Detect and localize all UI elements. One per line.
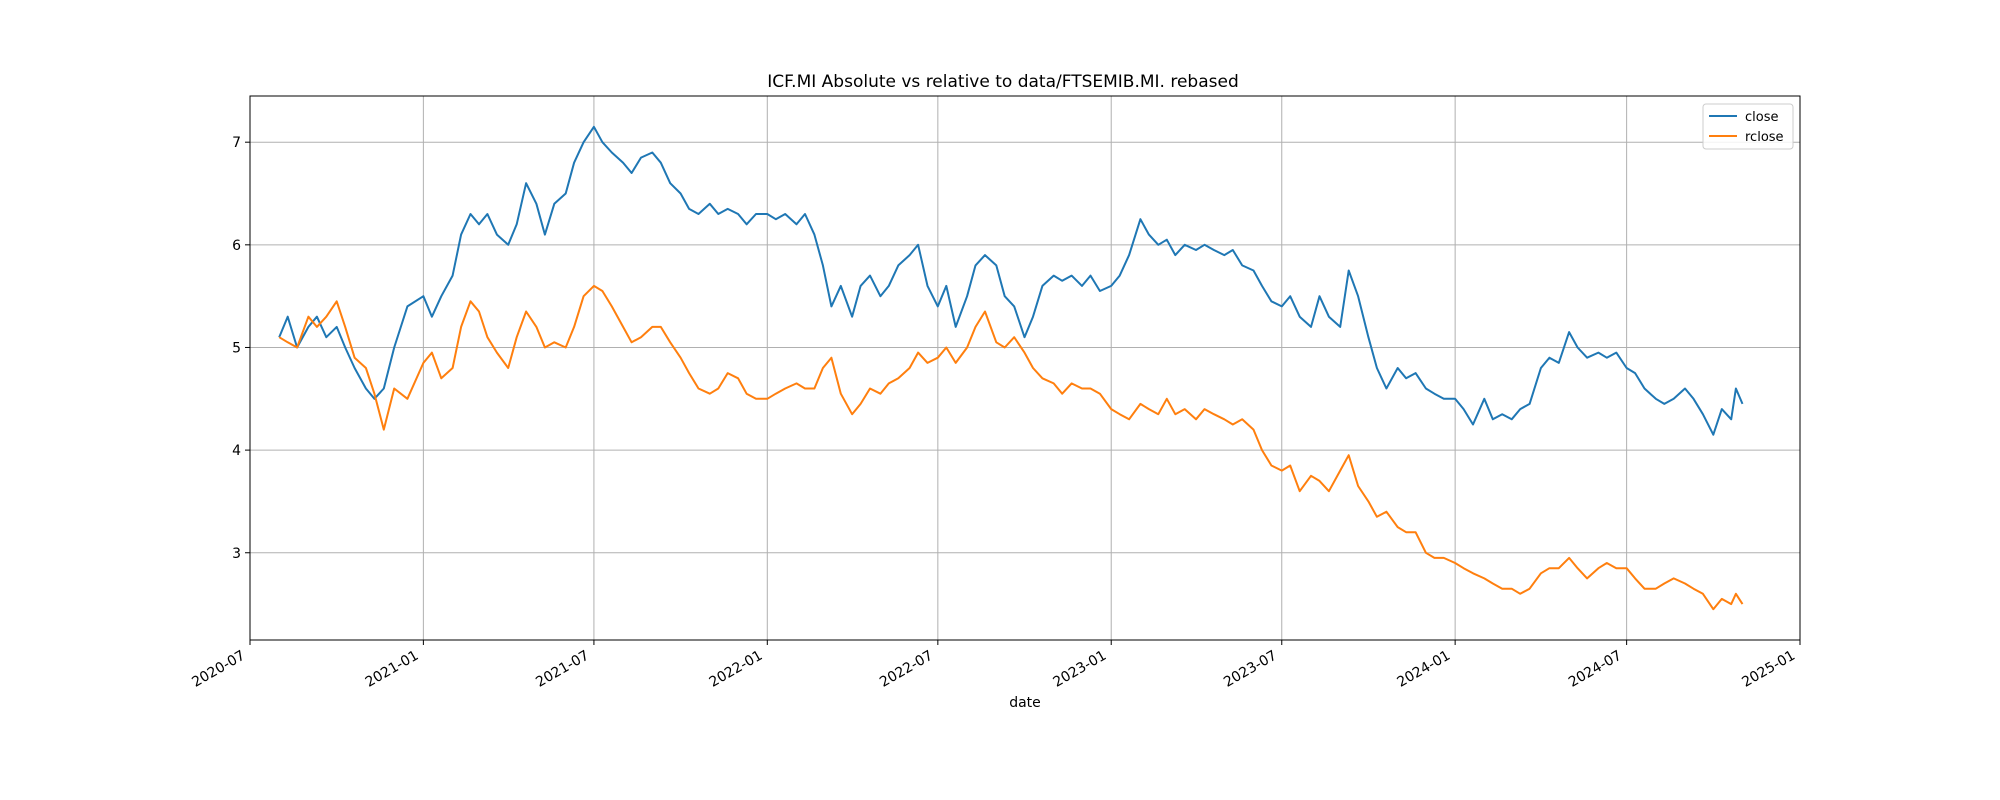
x-axis-label: date	[1009, 695, 1041, 711]
plot-frame	[249, 95, 1801, 641]
y-axis-ticks: 3 4 5 6 7	[232, 135, 250, 562]
legend-label-close: close	[1745, 110, 1778, 125]
series-line-rclose	[278, 284, 1744, 611]
y-tick-label: 5	[232, 340, 241, 356]
legend-label-rclose: rclose	[1745, 130, 1784, 145]
series-lines	[278, 125, 1744, 611]
y-tick-label: 6	[232, 238, 241, 254]
y-tick-label: 4	[232, 443, 241, 459]
series-line-close	[278, 125, 1744, 436]
chart-title: ICF.MI Absolute vs relative to data/FTSE…	[767, 72, 1238, 92]
y-tick-label: 3	[232, 546, 241, 562]
y-tick-label: 7	[232, 135, 241, 151]
legend: close rclose	[1702, 103, 1794, 150]
